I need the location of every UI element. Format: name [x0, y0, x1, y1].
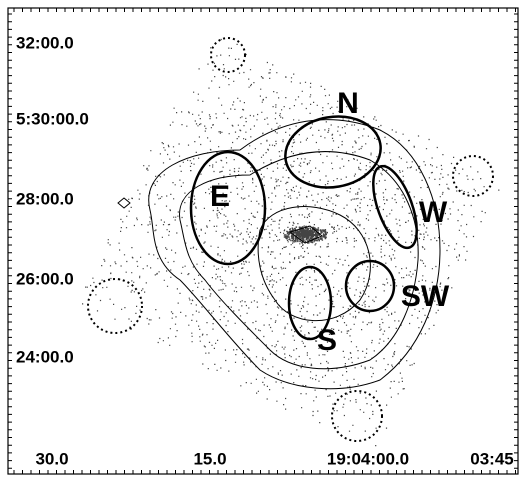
x-tick-label: 03:45: [470, 449, 513, 468]
y-tick-label: 32:00.0: [16, 33, 74, 52]
bkg-circle: [87, 278, 143, 334]
regions: [189, 115, 418, 341]
contour: [288, 225, 323, 244]
contour: [117, 197, 131, 209]
y-tick-label: 26:00.0: [16, 269, 74, 288]
region-ellipse: [344, 259, 396, 313]
region-label: W: [419, 196, 448, 229]
region-ellipse: [372, 164, 418, 250]
y-tick-label: 28:00.0: [16, 189, 74, 208]
region-label: N: [337, 87, 359, 120]
x-tick-label: 19:04:00.0: [327, 449, 409, 468]
contours: [117, 119, 441, 390]
y-tick-label: 24:00.0: [16, 347, 74, 366]
x-tick-label: 15.0: [193, 449, 226, 468]
frame: [7, 7, 519, 475]
contour: [148, 119, 441, 390]
background-regions: [87, 37, 494, 442]
region-ellipse: [284, 115, 382, 189]
contour: [179, 151, 419, 370]
region-label: S: [317, 324, 337, 357]
tick-marks: [8, 8, 518, 474]
region-label: E: [210, 180, 230, 213]
region-ellipse: [189, 150, 267, 266]
contour: [257, 206, 371, 322]
region-ellipse: [287, 265, 333, 341]
bkg-circle: [210, 37, 246, 73]
region-label: SW: [401, 280, 450, 313]
x-tick-label: 30.0: [35, 449, 68, 468]
bkg-circle: [331, 390, 383, 442]
bkg-circle: [452, 155, 494, 197]
y-tick-label: 5:30:00.0: [16, 109, 89, 128]
